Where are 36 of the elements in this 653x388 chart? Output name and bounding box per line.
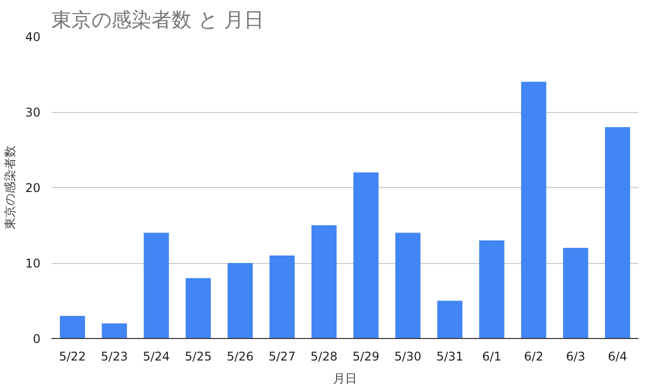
bar <box>60 316 86 338</box>
bar <box>228 263 253 338</box>
y-tick-label: 20 <box>25 181 41 195</box>
x-tick-label: 5/26 <box>226 350 254 364</box>
bar <box>144 232 169 338</box>
x-tick-label: 5/23 <box>100 350 128 364</box>
x-tick-label: 6/2 <box>524 350 544 364</box>
x-tick-label: 5/22 <box>58 350 86 364</box>
bar <box>521 82 546 338</box>
x-tick-label: 5/30 <box>394 350 422 364</box>
x-tick-label: 5/28 <box>310 350 338 364</box>
x-tick-label: 6/1 <box>482 350 502 364</box>
y-tick-label: 10 <box>25 256 41 270</box>
bar <box>479 240 504 338</box>
bar <box>604 127 630 338</box>
x-tick-label: 5/24 <box>142 350 170 364</box>
x-axis-title: 月日 <box>333 372 357 386</box>
y-tick-label: 30 <box>25 106 41 120</box>
bar <box>395 232 420 338</box>
x-tick-label: 6/4 <box>608 350 628 364</box>
bar <box>563 248 588 338</box>
bar <box>270 255 295 338</box>
x-tick-label: 5/29 <box>352 350 380 364</box>
x-tick-label: 5/25 <box>184 350 212 364</box>
bar <box>353 172 379 338</box>
bar <box>186 278 211 338</box>
y-axis-title: 東京の感染者数 <box>3 146 18 230</box>
x-tick-label: 5/27 <box>268 350 296 364</box>
y-tick-label: 40 <box>25 30 41 44</box>
x-tick-label: 6/3 <box>566 350 586 364</box>
chart-title: 東京の感染者数 と 月日 <box>52 8 264 32</box>
bar <box>437 300 462 338</box>
bar <box>102 323 127 338</box>
y-tick-label: 0 <box>32 332 41 346</box>
bar <box>311 225 337 338</box>
x-tick-label: 5/31 <box>436 350 464 364</box>
